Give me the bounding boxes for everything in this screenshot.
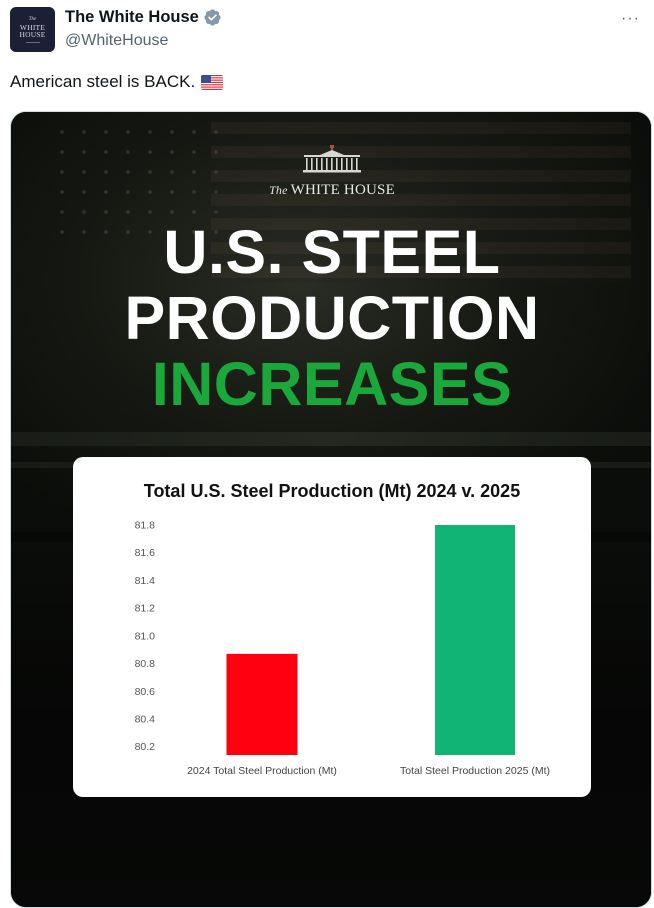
background-flag-stripes	[211, 122, 631, 282]
chart-card: Total U.S. Steel Production (Mt) 2024 v.…	[73, 457, 591, 797]
white-house-building-icon	[303, 145, 361, 173]
wordmark-name: WHITE HOUSE	[290, 182, 395, 198]
y-tick-label: 81.6	[135, 547, 156, 559]
chart-title: Total U.S. Steel Production (Mt) 2024 v.…	[143, 481, 521, 501]
white-house-wordmark: The WHITE HOUSE	[269, 182, 395, 199]
y-tick-label: 81.8	[135, 520, 156, 532]
headline-line-1: U.S. STEEL	[163, 218, 501, 286]
verified-badge-icon[interactable]	[203, 8, 222, 27]
y-tick-label: 81.2	[135, 603, 156, 615]
y-tick-label: 80.6	[135, 686, 156, 698]
headline-line-2: PRODUCTION	[124, 284, 540, 352]
author-avatar[interactable]: The WHITE HOUSE	[10, 7, 55, 52]
white-house-logo: The WHITE HOUSE	[11, 145, 651, 199]
background-steel-beam	[11, 432, 651, 446]
avatar-text-the: The	[28, 16, 37, 22]
y-tick-label: 80.2	[135, 741, 156, 753]
post-media-image[interactable]: The WHITE HOUSE U.S. STEEL PRODUCTION INC…	[10, 111, 652, 908]
background-flag-stars	[51, 122, 231, 242]
avatar-text-white: WHITE	[19, 22, 46, 32]
bar-2024	[226, 653, 298, 755]
headline-line-3: INCREASES	[151, 350, 513, 418]
avatar-underline	[25, 41, 40, 43]
more-horizontal-icon[interactable]: ···	[621, 10, 640, 27]
bar-2025	[435, 525, 515, 755]
us-flag-icon	[201, 74, 224, 90]
x-category-label: Total Steel Production 2025 (Mt)	[400, 765, 550, 777]
bar-chart: 80.2 80.4 80.6 80.8 81.0 81.2 81.4 81.6 81.8 2024…	[135, 520, 550, 778]
y-tick-label: 80.4	[135, 713, 156, 725]
author-handle[interactable]: @WhiteHouse	[65, 32, 169, 49]
y-tick-label: 81.4	[135, 575, 156, 587]
x-category-label: 2024 Total Steel Production (Mt)	[187, 765, 337, 777]
tweet-text: American steel is BACK.	[10, 72, 224, 92]
wordmark-the: The	[269, 183, 288, 197]
avatar-text-house: HOUSE	[19, 30, 46, 39]
author-display-name[interactable]: The White House	[65, 8, 199, 26]
author-name-row: The White House	[65, 8, 222, 27]
tweet-text-body: American steel is BACK.	[10, 72, 196, 91]
y-tick-label: 81.0	[135, 630, 156, 642]
y-tick-label: 80.8	[135, 658, 156, 670]
